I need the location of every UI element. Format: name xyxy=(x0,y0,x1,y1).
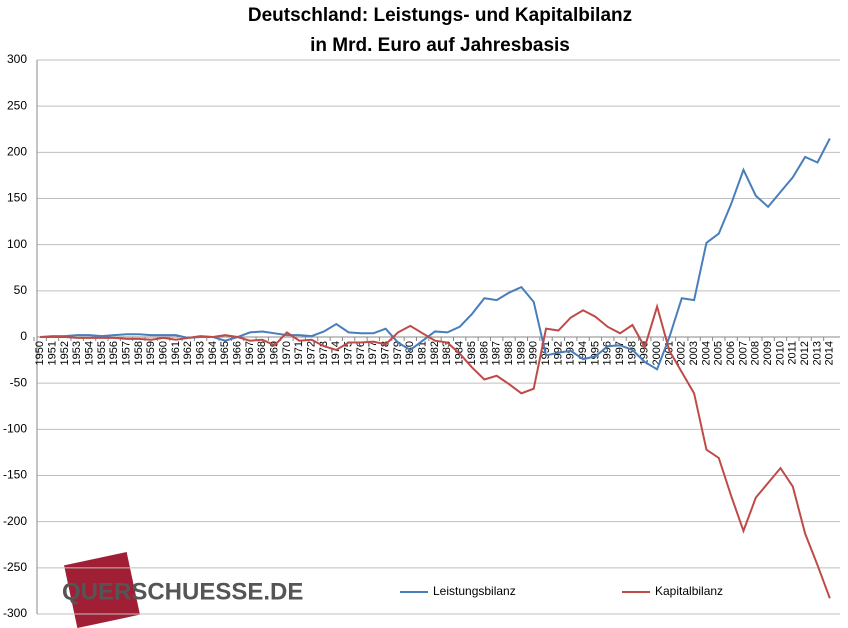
y-tick-label: -150 xyxy=(3,468,27,482)
x-tick-label: 1954 xyxy=(83,341,95,365)
x-tick-label: 2005 xyxy=(713,341,725,365)
x-tick-label: 1988 xyxy=(503,341,515,365)
x-tick-label: 2008 xyxy=(750,341,762,365)
x-tick-label: 1994 xyxy=(577,341,589,365)
x-tick-label: 2007 xyxy=(737,341,749,365)
y-tick-label: 300 xyxy=(7,52,27,66)
series-line xyxy=(40,302,831,599)
x-tick-label: 1971 xyxy=(293,341,305,365)
x-tick-label: 1989 xyxy=(515,341,527,365)
x-tick-label: 1953 xyxy=(71,341,83,365)
x-tick-label: 1968 xyxy=(256,341,268,365)
x-tick-label: 2013 xyxy=(811,341,823,365)
x-tick-label: 1958 xyxy=(133,341,145,365)
y-tick-label: -250 xyxy=(3,560,27,574)
x-tick-label: 1962 xyxy=(182,341,194,365)
watermark: QUERSCHUESSE.DE xyxy=(62,578,303,605)
x-tick-label: 2006 xyxy=(725,341,737,365)
x-tick-label: 1986 xyxy=(478,341,490,365)
x-tick-label: 1976 xyxy=(355,341,367,365)
x-tick-label: 1969 xyxy=(269,341,281,365)
logo: QUERSCHUESSE.DE xyxy=(62,552,303,628)
logo-square xyxy=(64,552,140,628)
legend-label: Leistungsbilanz xyxy=(433,584,516,598)
y-tick-label: 50 xyxy=(14,283,28,297)
x-tick-label: 1998 xyxy=(626,341,638,365)
y-tick-label: 200 xyxy=(7,145,27,159)
x-tick-label: 1959 xyxy=(145,341,157,365)
x-tick-label: 1963 xyxy=(194,341,206,365)
x-tick-label: 1995 xyxy=(589,341,601,365)
x-tick-label: 2011 xyxy=(787,341,799,365)
y-tick-label: 0 xyxy=(20,329,27,343)
x-tick-label: 1972 xyxy=(306,341,318,365)
legend-label: Kapitalbilanz xyxy=(655,584,723,598)
x-tick-label: 1981 xyxy=(417,341,429,365)
x-tick-label: 1996 xyxy=(602,341,614,365)
x-tick-label: 1955 xyxy=(96,341,108,365)
y-tick-label: 100 xyxy=(7,237,27,251)
x-tick-label: 1965 xyxy=(219,341,231,365)
series-line xyxy=(40,138,831,371)
x-tick-label: 2009 xyxy=(762,341,774,365)
chart-title: Deutschland: Leistungs- und Kapitalbilan… xyxy=(248,5,632,26)
x-tick-label: 2002 xyxy=(676,341,688,365)
x-tick-label: 1966 xyxy=(231,341,243,365)
x-tick-label: 2010 xyxy=(774,341,786,365)
x-tick-label: 1970 xyxy=(281,341,293,365)
x-tick-label: 2003 xyxy=(688,341,700,365)
y-tick-label: -300 xyxy=(3,606,27,620)
x-tick-label: 2012 xyxy=(799,341,811,365)
x-tick-label: 1983 xyxy=(441,341,453,365)
x-tick-label: 1950 xyxy=(34,341,46,365)
x-tick-label: 1980 xyxy=(404,341,416,365)
x-tick-label: 1987 xyxy=(491,341,503,365)
x-tick-label: 2004 xyxy=(700,341,712,365)
chart-subtitle: in Mrd. Euro auf Jahresbasis xyxy=(310,35,570,56)
x-tick-label: 1985 xyxy=(466,341,478,365)
y-tick-label: -100 xyxy=(3,422,27,436)
x-tick-label: 2014 xyxy=(824,341,836,365)
x-tick-label: 1956 xyxy=(108,341,120,365)
y-tick-label: 250 xyxy=(7,98,27,112)
x-tick-label: 2000 xyxy=(651,341,663,365)
x-tick-label: 1974 xyxy=(330,341,342,365)
y-tick-label: -50 xyxy=(10,375,28,389)
x-tick-label: 1951 xyxy=(46,341,58,365)
x-tick-label: 1993 xyxy=(565,341,577,365)
x-tick-label: 1975 xyxy=(343,341,355,365)
x-tick-label: 1961 xyxy=(170,341,182,365)
y-tick-label: 150 xyxy=(7,191,27,205)
x-tick-label: 1979 xyxy=(392,341,404,365)
x-tick-label: 1978 xyxy=(380,341,392,365)
x-tick-label: 1982 xyxy=(429,341,441,365)
x-tick-label: 1964 xyxy=(207,341,219,365)
x-tick-label: 1977 xyxy=(367,341,379,365)
x-tick-label: 1990 xyxy=(528,341,540,365)
x-tick-label: 1960 xyxy=(157,341,169,365)
x-tick-label: 1957 xyxy=(120,341,132,365)
x-tick-label: 2001 xyxy=(663,341,675,365)
x-tick-label: 1952 xyxy=(59,341,71,365)
x-tick-label: 1967 xyxy=(244,341,256,365)
y-tick-label: -200 xyxy=(3,514,27,528)
